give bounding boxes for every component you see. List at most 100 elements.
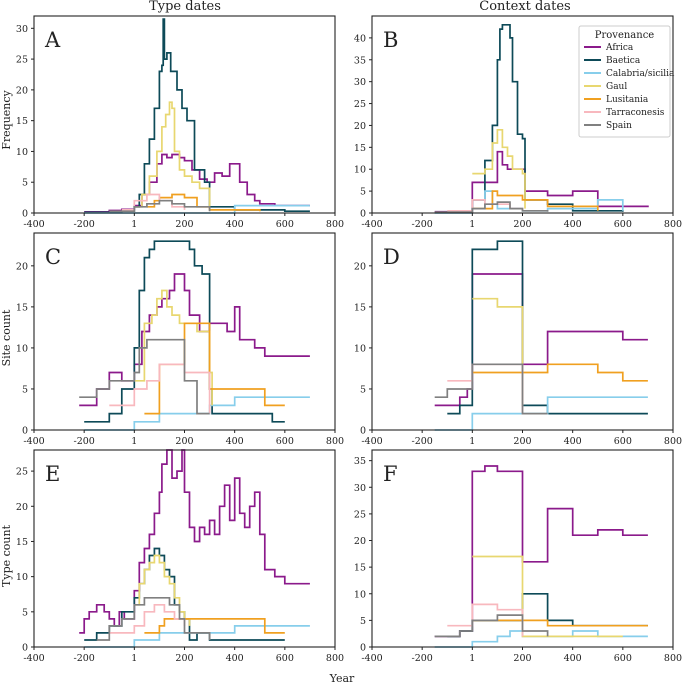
y-tick-label: 10: [16, 343, 28, 354]
series-line-lusitania: [144, 322, 285, 415]
x-tick-label: 1: [131, 219, 137, 230]
x-tick-label: 200: [175, 653, 193, 664]
legend: Provenance Africa Baetica Calabria/sicilia G…: [578, 25, 675, 138]
x-tick-label: 800: [326, 219, 344, 230]
x-tick-label: -200: [73, 653, 94, 664]
panel-c: C -400 -200 1 200 400 600 800 0 5 10 15 20: [16, 232, 344, 447]
row-ylabel-site-count: Site count: [0, 309, 13, 366]
y-tick-label: 40: [354, 33, 366, 44]
legend-title: Provenance: [595, 30, 655, 41]
legend-label-gaul: Gaul: [606, 82, 627, 92]
series-line-gaul: [472, 297, 524, 406]
panel-a: A -400 -200 1 200 400 600 800 0 5 10 15 20 25 30: [16, 15, 344, 230]
panel-e: E -400 -200 1 200 400 600 800 0 5 10 15 20 25: [16, 449, 344, 664]
x-tick-label: 600: [614, 653, 632, 664]
x-tick-label: 600: [276, 653, 294, 664]
y-tick-label: 20: [354, 121, 366, 132]
y-tick-label: 15: [354, 143, 366, 154]
x-tick-label: 800: [664, 436, 682, 447]
y-tick-label: 0: [360, 643, 366, 654]
panel-f: F -400 -200 1 200 400 600 800 0 5 10 15 20 25 30 35: [354, 449, 682, 664]
series-line-lusitania: [472, 190, 599, 211]
x-tick-label: -200: [73, 219, 94, 230]
y-tick-label: 10: [354, 165, 366, 176]
x-tick-label: 1: [469, 653, 475, 664]
x-tick-label: -200: [73, 436, 94, 447]
x-tick-label: 200: [175, 436, 193, 447]
panel-letter: A: [44, 28, 61, 52]
y-tick-label: 20: [354, 536, 366, 547]
y-tick-label: 25: [354, 509, 366, 520]
x-tick-label: 1: [469, 219, 475, 230]
series-line-baetica: [447, 592, 648, 638]
y-tick-label: 10: [354, 589, 366, 600]
panel-letter: C: [45, 245, 61, 269]
x-tick-label: 600: [614, 219, 632, 230]
legend-label-calabria-sicilia: Calabria/sicilia: [606, 69, 675, 79]
x-tick-label: 800: [664, 219, 682, 230]
series-line-spain: [79, 338, 210, 415]
panel-d: D -400 -200 1 200 400 600 800 0 5 10 15 20: [354, 232, 682, 447]
series-line-africa: [79, 449, 310, 634]
series-line-spain: [109, 199, 211, 213]
y-tick-label: 30: [16, 24, 28, 35]
y-tick-label: 0: [22, 643, 28, 654]
x-tick-label: 600: [614, 436, 632, 447]
y-tick-label: 15: [354, 563, 366, 574]
y-tick-label: 10: [16, 572, 28, 583]
x-tick-label: 800: [326, 436, 344, 447]
x-tick-label: -400: [361, 653, 382, 664]
y-tick-label: 5: [360, 616, 366, 627]
y-tick-label: 15: [16, 302, 28, 313]
series-line-africa: [79, 273, 310, 407]
series-line-tarraconesis: [109, 603, 186, 634]
y-tick-label: 15: [16, 537, 28, 548]
series-line-lusitania: [472, 363, 648, 382]
x-tick-label: -400: [23, 436, 44, 447]
x-tick-label: -400: [361, 436, 382, 447]
y-tick-label: 25: [354, 99, 366, 110]
panel-letter: B: [383, 28, 398, 52]
x-tick-label: 400: [564, 436, 582, 447]
y-tick-label: 15: [354, 302, 366, 313]
x-tick-label: -200: [411, 436, 432, 447]
x-tick-label: 200: [513, 219, 531, 230]
panel-letter: D: [383, 245, 400, 269]
y-tick-label: 0: [360, 209, 366, 220]
series-line-calabria-sicilia: [434, 630, 648, 648]
x-tick-label: 400: [226, 653, 244, 664]
y-tick-label: 10: [354, 343, 366, 354]
legend-label-baetica: Baetica: [606, 56, 641, 66]
row-ylabel-type-count: Type count: [0, 524, 13, 587]
series-line-tarraconesis: [109, 363, 211, 414]
legend-label-tarraconesis: Tarraconesis: [606, 108, 665, 118]
series-line-spain: [434, 201, 549, 213]
x-tick-label: 600: [276, 436, 294, 447]
series-line-africa: [434, 465, 648, 638]
series-line-calabria-sicilia: [434, 190, 624, 214]
series-line-baetica: [447, 240, 648, 415]
x-tick-label: 400: [564, 653, 582, 664]
series-line-africa: [434, 150, 649, 213]
column-title-type-dates: Type dates: [149, 0, 221, 14]
panel-letter: E: [45, 462, 60, 486]
x-axis-label-year: Year: [329, 672, 355, 685]
x-tick-label: 1: [469, 436, 475, 447]
y-tick-label: 30: [354, 77, 366, 88]
y-tick-label: 20: [16, 85, 28, 96]
x-tick-label: -200: [411, 653, 432, 664]
series-line-gaul: [472, 128, 526, 209]
x-tick-label: 800: [326, 653, 344, 664]
legend-box: [578, 25, 671, 138]
x-tick-label: 200: [513, 436, 531, 447]
x-tick-label: -200: [411, 219, 432, 230]
y-tick-label: 0: [360, 426, 366, 437]
x-tick-label: 800: [664, 653, 682, 664]
legend-label-africa: Africa: [605, 43, 634, 53]
x-tick-label: 400: [564, 219, 582, 230]
series-line-lusitania: [472, 619, 648, 627]
series-line-gaul: [134, 101, 211, 210]
series-line-spain: [434, 363, 548, 415]
y-tick-label: 35: [354, 456, 366, 467]
x-tick-label: -400: [23, 653, 44, 664]
